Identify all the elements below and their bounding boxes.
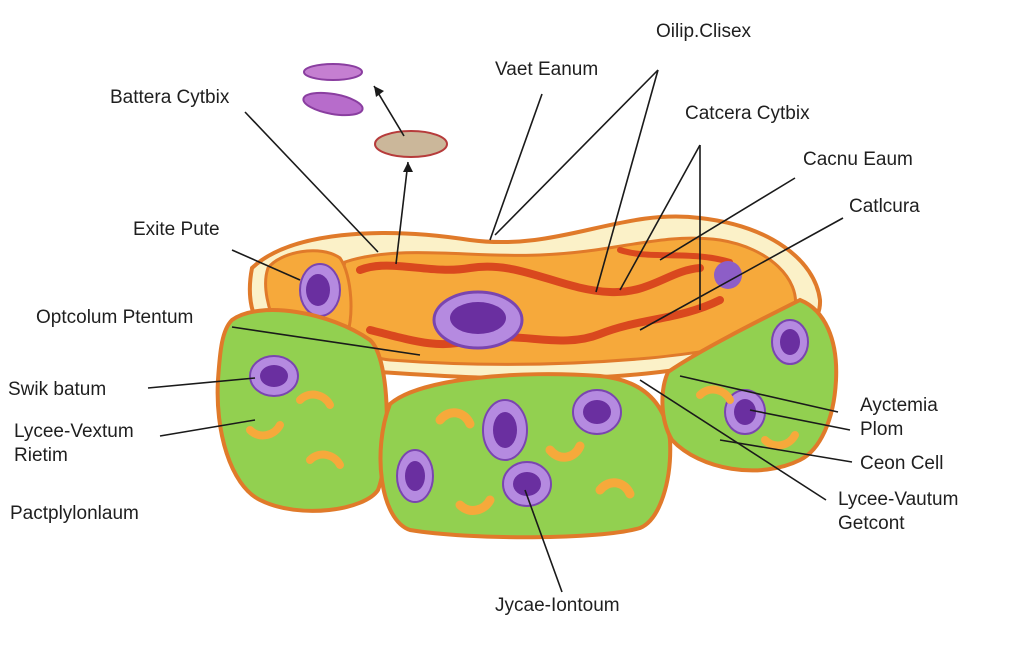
leader-swik bbox=[147, 377, 256, 389]
label-exite-pute: Exite Pute bbox=[133, 219, 220, 240]
top-left-nucleus-core bbox=[306, 274, 330, 306]
leader-lycee-left bbox=[159, 419, 256, 437]
center-nucleus-2-core bbox=[583, 400, 611, 424]
mito-strand-1 bbox=[356, 261, 704, 297]
leader-ceon bbox=[719, 439, 853, 463]
arrow-to-organelle-head bbox=[374, 86, 384, 97]
floating-vesicle bbox=[374, 130, 448, 158]
leader-vaet-a bbox=[489, 93, 543, 241]
label-catcera-cytbix: Catcera Cytbix bbox=[685, 103, 810, 124]
top-center-nucleus-core bbox=[450, 302, 506, 334]
label-swik-batum: Swik batum bbox=[8, 379, 107, 400]
center-chloroplast-2 bbox=[545, 441, 585, 462]
center-nucleus-1-core bbox=[493, 412, 517, 448]
left-green-chloroplast-1 bbox=[296, 390, 334, 409]
leader-optcolum bbox=[231, 326, 421, 356]
label-lycee-vextum-rietim: Lycee-Vextum Rietim bbox=[14, 421, 134, 466]
leader-catlcura bbox=[639, 217, 844, 331]
right-green-nucleus-1-core bbox=[780, 329, 800, 355]
leader-exite bbox=[231, 249, 301, 281]
center-chloroplast-3 bbox=[595, 478, 635, 499]
mito-strand-3 bbox=[617, 247, 733, 265]
label-optcolum-ptentum: Optcolum Ptentum bbox=[36, 307, 194, 328]
center-nucleus-4-core bbox=[513, 472, 541, 496]
leader-jycae bbox=[524, 489, 563, 593]
label-lycee-vautum-getcont: Lycee-Vautum Getcont bbox=[838, 489, 959, 534]
left-green-chloroplast-3 bbox=[306, 450, 344, 469]
label-ceon-cell: Ceon Cell bbox=[860, 453, 944, 474]
leader-plom bbox=[749, 409, 851, 431]
center-chloroplast-4 bbox=[455, 495, 495, 515]
floating-organelle-1 bbox=[303, 63, 363, 81]
leader-battera bbox=[244, 111, 379, 253]
right-green-chloroplast-2 bbox=[761, 431, 799, 450]
left-green-chloroplast-2 bbox=[246, 421, 284, 440]
label-vaet-eanum: Vaet Eanum bbox=[495, 59, 599, 80]
arrow-up-vesicle bbox=[395, 161, 409, 265]
arrow-up-vesicle-head bbox=[403, 162, 413, 172]
leader-cacnu bbox=[659, 177, 796, 261]
leader-vaet-b bbox=[494, 69, 659, 236]
floating-organelle-2 bbox=[302, 91, 364, 117]
center-nucleus-3-core bbox=[405, 461, 425, 491]
right-green-chloroplast-1 bbox=[696, 385, 734, 404]
center-chloroplast-1 bbox=[435, 408, 475, 429]
leader-lycee-right bbox=[639, 379, 827, 501]
leader-catcera-a bbox=[619, 144, 701, 291]
label-oilip-clisex: Oilip.Clisex bbox=[656, 21, 752, 42]
leader-ayctemia bbox=[679, 375, 839, 413]
label-pactplylonlaum: Pactplylonlaum bbox=[10, 503, 139, 524]
label-jycae-iontoum: Jycae-Iontoum bbox=[495, 595, 620, 616]
label-cacnu-eaum: Cacnu Eaum bbox=[803, 149, 913, 170]
right-green-nucleus-2-core bbox=[734, 399, 756, 425]
left-green-nucleus-core bbox=[260, 365, 288, 387]
leader-oilip bbox=[595, 69, 659, 293]
label-battera-cytbix: Battera Cytbix bbox=[110, 87, 230, 108]
label-catlcura: Catlcura bbox=[849, 196, 920, 217]
top-right-granule bbox=[714, 261, 742, 289]
label-ayctemia-plom: Ayctemia Plom bbox=[860, 395, 938, 440]
left-green-cell bbox=[215, 308, 389, 513]
